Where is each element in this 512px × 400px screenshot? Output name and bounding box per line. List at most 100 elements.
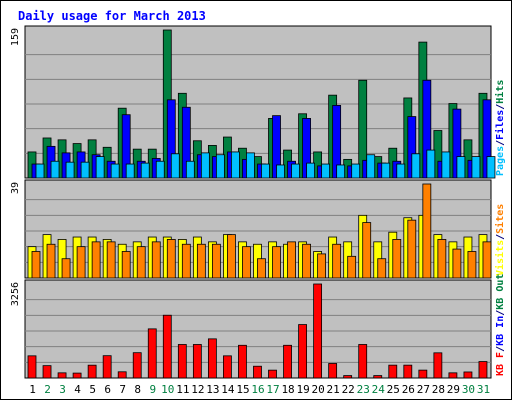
- bar-kb-f-day-1: [27, 355, 37, 379]
- x-tick-label-5: 5: [89, 383, 96, 396]
- x-tick-label-18: 18: [281, 383, 294, 396]
- x-tick-label-4: 4: [74, 383, 81, 396]
- x-tick-label-23: 23: [357, 383, 370, 396]
- chart-title: Daily usage for March 2013: [18, 9, 206, 23]
- x-tick-label-17: 17: [266, 383, 279, 396]
- bar-pages-day-11: [185, 160, 195, 179]
- bar-pages-day-10: [170, 153, 180, 179]
- bar-pages-day-30: [471, 156, 481, 179]
- panel-background: [24, 279, 492, 379]
- bar-kb-f-day-7: [117, 371, 127, 379]
- bar-sites-day-9: [151, 241, 161, 279]
- x-tick-label-13: 13: [206, 383, 219, 396]
- bar-sites-day-12: [196, 243, 206, 279]
- bar-kb-f-day-24: [373, 375, 383, 379]
- x-tick-label-8: 8: [134, 383, 141, 396]
- bar-pages-day-17: [276, 164, 285, 179]
- bar-sites-day-6: [106, 241, 116, 279]
- bar-kb-f-day-13: [207, 338, 217, 379]
- x-tick-label-31: 31: [477, 383, 490, 396]
- panel-2: 39 Visits/Sites: [10, 179, 506, 279]
- bar-pages-day-20: [321, 163, 331, 179]
- x-tick-label-1: 1: [29, 383, 36, 396]
- bar-pages-day-26: [411, 153, 421, 179]
- bar-kb-f-day-31: [478, 361, 488, 379]
- bar-pages-day-6: [110, 163, 120, 179]
- bar-kb-f-day-15: [238, 344, 247, 379]
- legend-entry: Sites: [494, 204, 506, 234]
- bar-pages-day-2: [50, 160, 60, 179]
- bar-kb-f-day-6: [102, 355, 112, 379]
- bar-kb-f-day-9: [147, 328, 157, 379]
- x-tick-label-21: 21: [327, 383, 340, 396]
- bar-pages-day-8: [140, 162, 150, 179]
- bar-pages-day-12: [200, 152, 210, 179]
- x-tick-label-24: 24: [372, 383, 386, 396]
- bar-pages-day-4: [80, 161, 90, 179]
- x-tick-label-16: 16: [251, 383, 264, 396]
- bar-sites-day-1: [31, 251, 41, 279]
- bar-sites-day-15: [242, 246, 251, 279]
- legend-entry: Pages: [495, 146, 506, 176]
- bar-pages-day-5: [95, 156, 105, 179]
- x-tick-label-26: 26: [402, 383, 415, 396]
- legend-entry: /: [495, 310, 506, 316]
- bar-pages-day-28: [441, 151, 451, 179]
- bar-sites-day-29: [452, 248, 462, 279]
- bar-sites-day-7: [121, 251, 131, 279]
- bar-kb-f-day-12: [192, 344, 202, 379]
- bar-sites-day-3: [61, 258, 71, 279]
- bar-sites-day-19: [302, 243, 311, 279]
- x-tick-label-14: 14: [221, 383, 235, 396]
- bar-sites-day-13: [211, 243, 221, 279]
- bar-pages-day-15: [246, 152, 255, 179]
- bar-pages-day-7: [125, 163, 135, 179]
- bar-pages-day-29: [456, 156, 466, 179]
- bar-kb-f-day-28: [433, 352, 443, 379]
- x-tick-label-15: 15: [236, 383, 249, 396]
- bar-pages-day-16: [261, 163, 270, 179]
- bar-sites-day-28: [437, 239, 447, 279]
- legend-entry: KB In: [495, 316, 506, 346]
- bar-pages-day-1: [35, 163, 45, 179]
- bar-sites-day-8: [136, 246, 146, 279]
- bar-pages-day-21: [336, 164, 346, 179]
- bar-sites-day-10: [166, 239, 176, 279]
- bar-pages-day-24: [381, 162, 391, 179]
- bar-sites-day-16: [257, 258, 266, 279]
- x-tick-label-11: 11: [176, 383, 189, 396]
- bar-kb-f-day-27: [418, 369, 428, 379]
- legend-entry: KB F: [495, 352, 506, 376]
- series-legend: KB F/KB In/KB Out: [495, 274, 506, 376]
- bar-sites-day-31: [482, 241, 492, 279]
- bar-kb-f-day-3: [57, 372, 67, 379]
- x-tick-label-27: 27: [417, 383, 430, 396]
- bar-kb-f-day-11: [177, 344, 187, 379]
- bar-sites-day-21: [332, 243, 342, 279]
- x-tick-label-2: 2: [44, 383, 51, 396]
- legend-entry: /: [495, 104, 506, 110]
- bar-kb-f-day-29: [448, 372, 458, 379]
- bar-sites-day-11: [181, 243, 191, 279]
- y-max-label: 159: [10, 28, 21, 46]
- bar-sites-day-23: [362, 222, 372, 279]
- x-tick-label-29: 29: [447, 383, 460, 396]
- x-tick-label-22: 22: [342, 383, 355, 396]
- bar-kb-f-day-25: [388, 364, 398, 379]
- bar-kb-f-day-8: [132, 352, 142, 379]
- bar-kb-f-day-20: [313, 283, 323, 379]
- bar-pages-day-31: [486, 156, 496, 179]
- legend-entry: /: [495, 234, 506, 240]
- bar-pages-day-23: [366, 154, 376, 179]
- bar-kb-f-day-2: [42, 365, 52, 379]
- bar-kb-f-day-22: [343, 375, 353, 379]
- bar-kb-f-day-10: [162, 314, 172, 379]
- x-tick-label-6: 6: [104, 383, 111, 396]
- legend-entry: KB Out: [495, 274, 506, 310]
- x-tick-label-9: 9: [149, 383, 156, 396]
- bar-sites-day-14: [227, 234, 236, 279]
- series-legend: Visits/Sites: [494, 204, 506, 276]
- bar-kb-f-day-30: [463, 371, 473, 379]
- bar-sites-day-27: [422, 183, 432, 279]
